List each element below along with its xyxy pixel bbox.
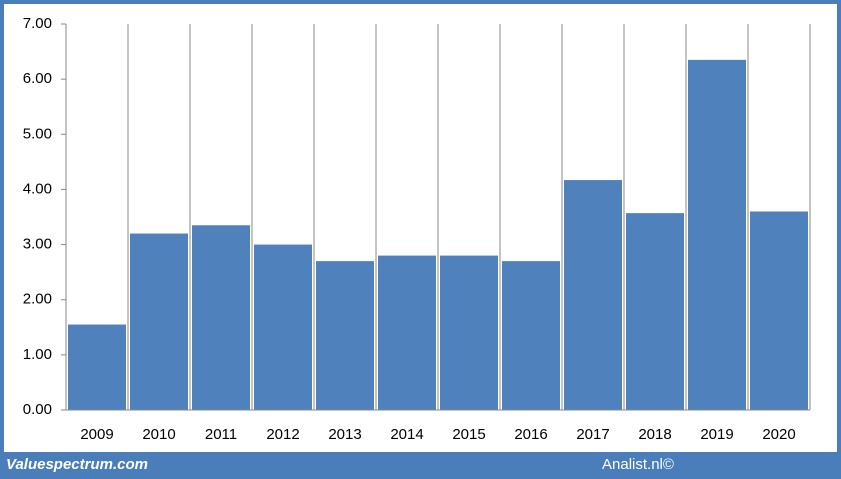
bar	[626, 213, 684, 410]
bar	[688, 59, 746, 410]
y-tick-label: 7.00	[23, 15, 52, 32]
x-tick-label: 2014	[390, 426, 423, 443]
x-tick-label: 2015	[452, 426, 485, 443]
bar	[316, 261, 374, 410]
y-tick-label: 0.00	[23, 401, 52, 418]
bar	[378, 255, 436, 410]
bar	[440, 255, 498, 410]
bar	[130, 233, 188, 410]
bar	[564, 180, 622, 410]
bar	[68, 324, 126, 410]
x-tick-label: 2020	[762, 426, 795, 443]
x-tick-label: 2017	[576, 426, 609, 443]
x-tick-label: 2011	[205, 426, 237, 443]
bar	[192, 225, 250, 410]
x-tick-label: 2013	[328, 426, 361, 443]
x-tick-label: 2019	[700, 426, 733, 443]
x-tick-label: 2012	[266, 426, 299, 443]
footer-right: Analist.nl©	[602, 456, 674, 473]
bar	[502, 261, 560, 410]
x-tick-label: 2009	[80, 426, 113, 443]
y-tick-label: 6.00	[23, 70, 52, 87]
x-tick-label: 2018	[638, 426, 671, 443]
bar	[254, 244, 312, 410]
y-tick-label: 2.00	[23, 291, 52, 308]
footer-left: Valuespectrum.com	[6, 456, 148, 473]
y-tick-label: 4.00	[23, 180, 52, 197]
footer-band	[0, 452, 841, 479]
x-tick-label: 2010	[142, 426, 175, 443]
y-tick-label: 3.00	[23, 236, 52, 253]
x-tick-label: 2016	[514, 426, 547, 443]
bar	[750, 211, 808, 410]
y-tick-label: 1.00	[23, 346, 52, 363]
y-tick-label: 5.00	[23, 125, 52, 142]
